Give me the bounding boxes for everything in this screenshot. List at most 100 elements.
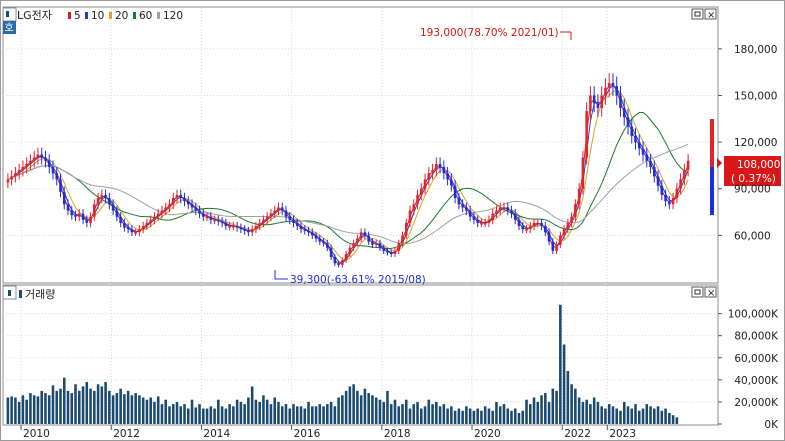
volume-bar xyxy=(93,390,96,424)
ma-legend-label: 20 xyxy=(115,10,128,22)
candle-body xyxy=(641,148,645,155)
price-tick-label: 120,000 xyxy=(734,137,777,149)
candle-body xyxy=(341,260,344,265)
candle-body xyxy=(374,243,378,245)
candle-body xyxy=(141,226,145,230)
volume-tick-label: 80,000K xyxy=(734,331,779,343)
volume-bar xyxy=(483,406,487,424)
time-tick-label: 2010 xyxy=(23,428,50,440)
close-button[interactable] xyxy=(704,8,717,20)
candle-body xyxy=(70,210,74,216)
candle-body xyxy=(17,170,21,174)
high-annotation: 193,000(78.70% 2021/01) xyxy=(420,27,572,40)
candle-body xyxy=(51,166,55,174)
volume-bar xyxy=(653,408,656,424)
volume-bar xyxy=(258,401,261,424)
candle-body xyxy=(235,226,239,228)
candle-body xyxy=(198,210,201,214)
volume-bar xyxy=(32,395,36,424)
candle-body xyxy=(164,207,168,211)
volume-bar xyxy=(36,396,40,424)
volume-bar xyxy=(416,401,419,424)
volume-bar xyxy=(619,410,622,424)
candle-body xyxy=(577,188,581,205)
candle-body xyxy=(472,216,476,220)
candle-body xyxy=(363,232,367,236)
volume-bar xyxy=(111,395,115,424)
price-legend: LG전자 5 10 20 60 120 xyxy=(2,7,183,22)
time-tick-label: 2014 xyxy=(203,428,230,440)
ma-legend-swatch xyxy=(109,12,112,19)
close-icon: × xyxy=(707,10,715,21)
candle-body xyxy=(450,179,453,186)
maximize-button[interactable] xyxy=(691,286,704,298)
candle-body xyxy=(378,243,382,248)
volume-bar xyxy=(243,404,246,424)
volume-bar xyxy=(397,406,401,424)
volume-bar xyxy=(89,388,92,424)
volume-bar xyxy=(581,401,585,424)
volume-bar xyxy=(634,404,637,424)
candle-body xyxy=(359,232,363,239)
candle-body xyxy=(47,160,51,167)
candle-body xyxy=(217,219,220,222)
volume-bar xyxy=(228,404,231,424)
candle-body xyxy=(269,213,273,217)
volume-bar xyxy=(615,408,618,424)
volume-bar xyxy=(213,408,216,424)
candle-body xyxy=(517,219,521,227)
broker-logo[interactable]: 호 xyxy=(5,22,14,34)
maximize-button[interactable] xyxy=(691,8,704,20)
volume-bar xyxy=(232,406,235,424)
candle-body xyxy=(168,204,171,208)
volume-bar xyxy=(303,408,307,424)
candle-body xyxy=(209,216,213,220)
volume-bar xyxy=(40,390,43,424)
volume-bar xyxy=(423,406,427,424)
candle-body xyxy=(465,207,468,211)
volume-bar xyxy=(284,404,288,424)
volume-bar xyxy=(104,382,107,424)
candle-body xyxy=(611,83,615,87)
candle-body xyxy=(371,241,374,245)
volume-bar xyxy=(596,401,600,424)
volume-bar xyxy=(607,404,611,424)
volume-bar xyxy=(21,395,25,424)
volume-bar xyxy=(247,397,250,424)
candle-body xyxy=(468,210,472,217)
volume-bar xyxy=(626,406,630,424)
volume-bar xyxy=(675,417,679,424)
volume-bar xyxy=(160,404,164,424)
candle-body xyxy=(397,243,401,251)
candle-body xyxy=(393,250,397,255)
volume-bar xyxy=(555,390,558,424)
candle-body xyxy=(461,204,464,208)
candle-body xyxy=(93,204,96,217)
volume-bar xyxy=(592,397,596,424)
volume-bar xyxy=(141,397,145,424)
candle-body xyxy=(123,222,126,228)
volume-bar xyxy=(461,410,464,424)
broker-logo-box[interactable] xyxy=(3,21,16,34)
candle-body xyxy=(622,107,626,118)
volume-bar xyxy=(498,406,502,424)
candle-body xyxy=(547,232,551,242)
candle-body xyxy=(284,210,288,217)
candle-body xyxy=(280,207,284,211)
volume-bar xyxy=(85,382,89,424)
volume-bar xyxy=(457,408,461,424)
volume-bar xyxy=(164,399,168,424)
candle-body xyxy=(408,210,412,223)
candle-body xyxy=(130,229,134,233)
candle-body xyxy=(427,173,431,180)
volume-bar xyxy=(17,401,21,424)
ma-legend-swatch xyxy=(157,12,160,19)
price-panel-buttons: × xyxy=(691,8,717,21)
volume-tick-label: 40,000K xyxy=(734,375,779,387)
close-button[interactable] xyxy=(704,286,717,298)
candle-body xyxy=(265,216,269,220)
volume-bar xyxy=(472,410,476,424)
volume-bar xyxy=(47,395,51,424)
current-price: 108,000 xyxy=(737,159,780,171)
